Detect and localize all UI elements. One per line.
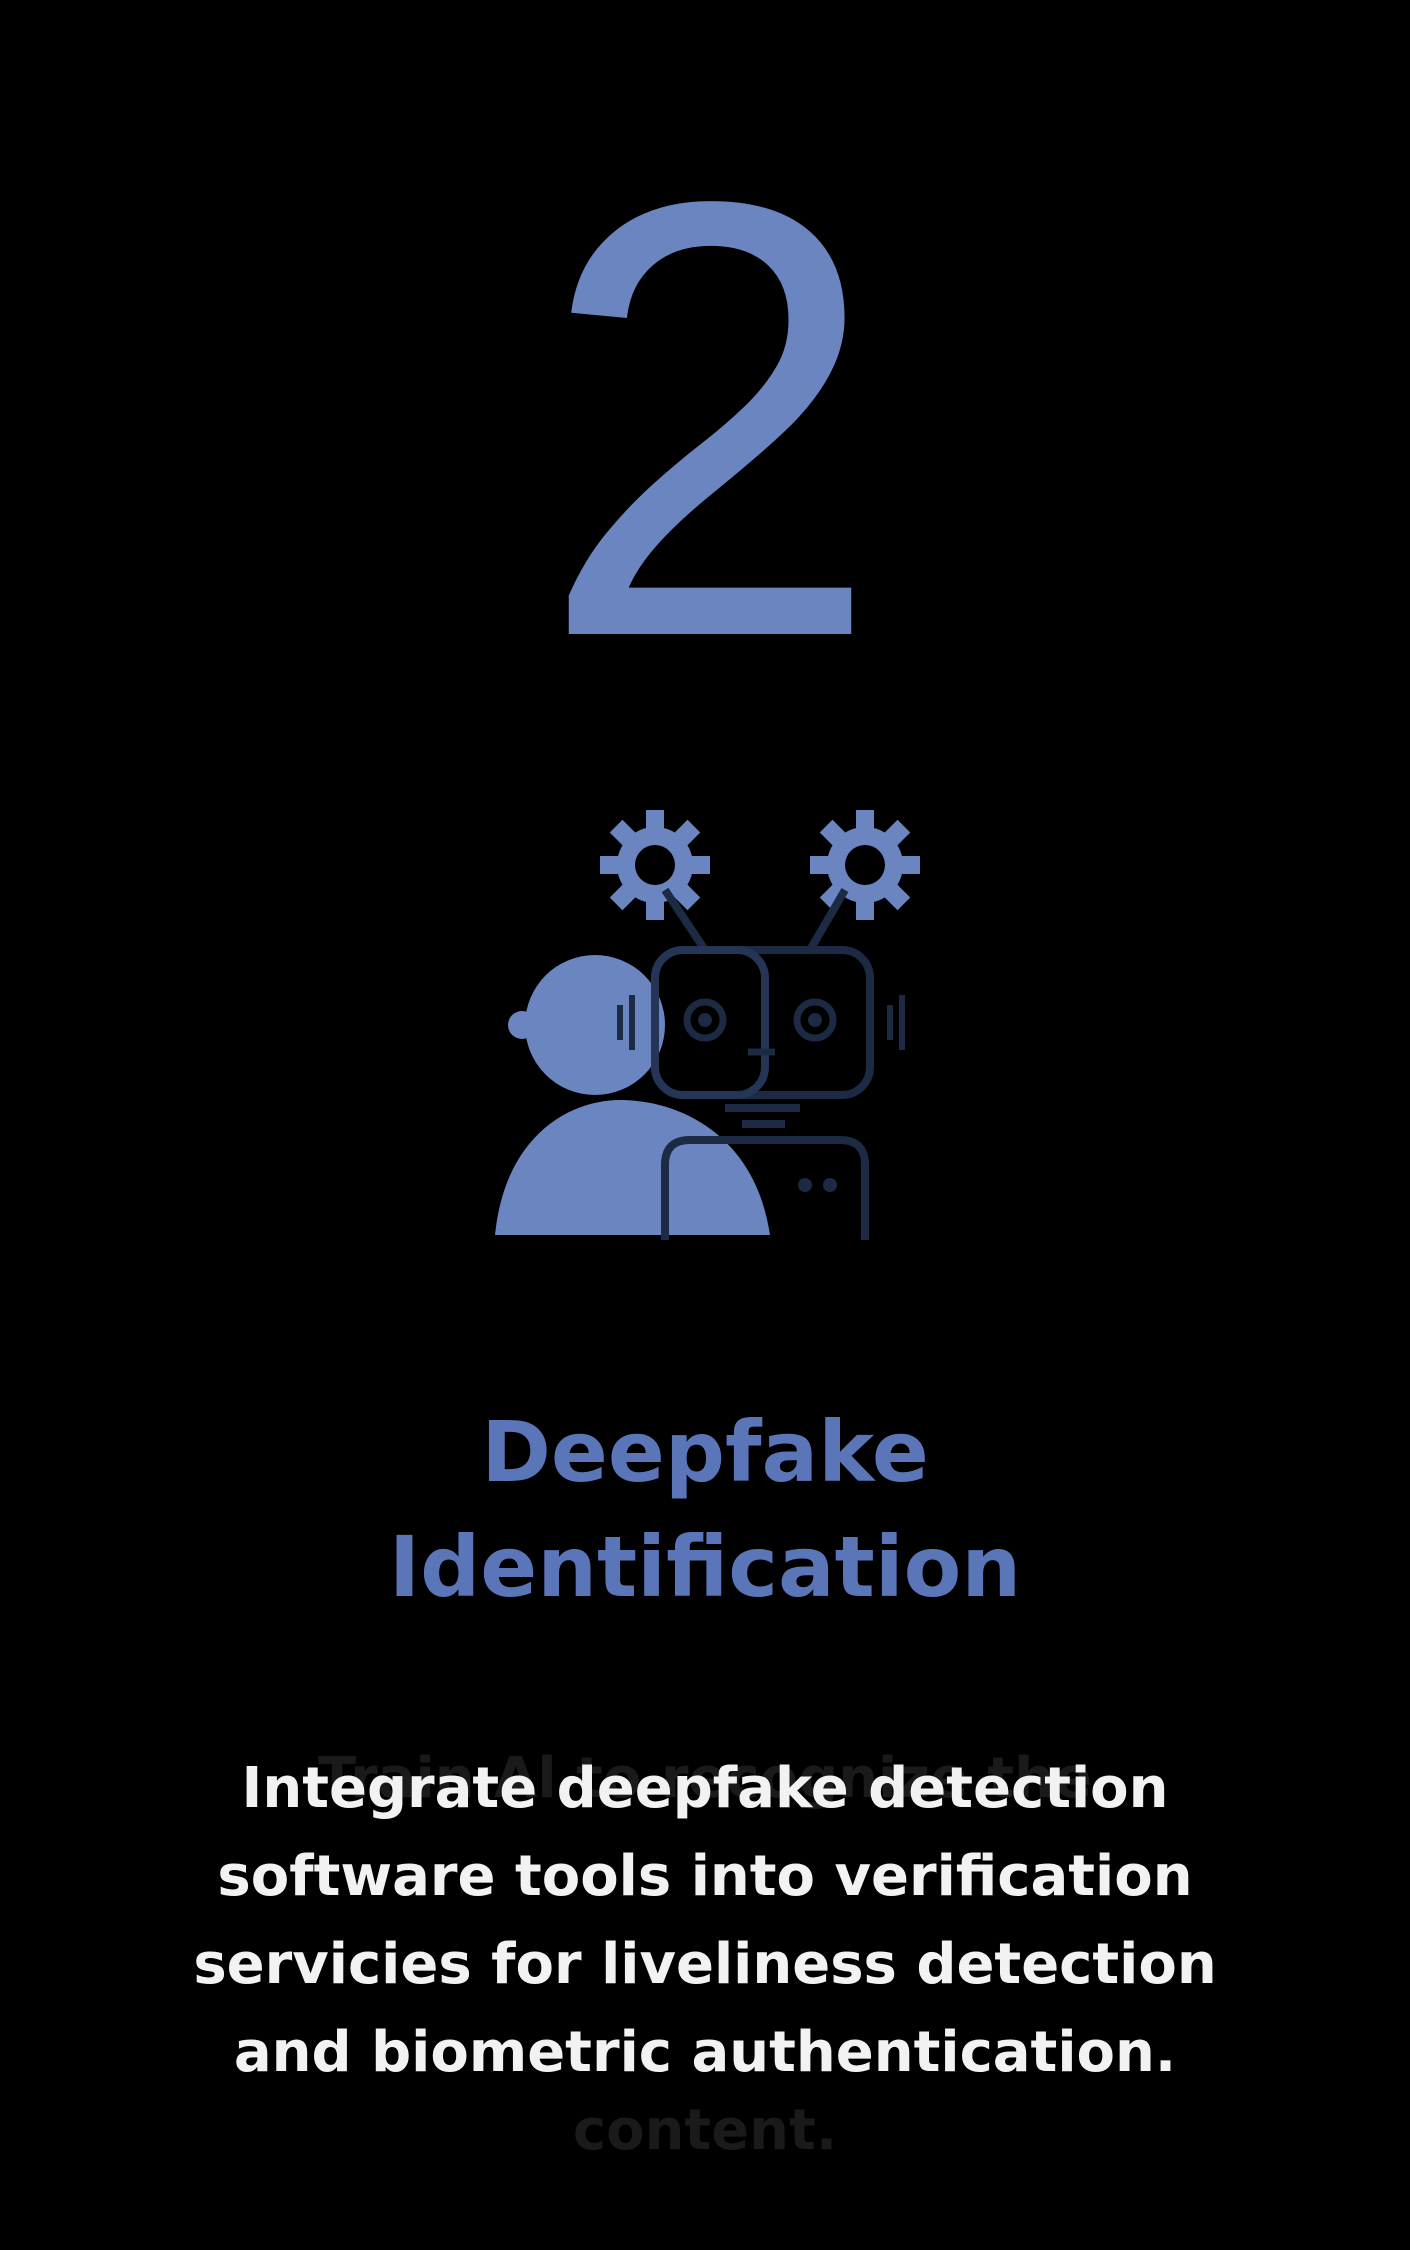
ghost-line: Train Al to recognize the	[318, 1746, 1092, 1811]
step-number: 2	[537, 74, 883, 766]
card-title: Deepfake Identification	[0, 1395, 1410, 1625]
gear-icon	[600, 810, 710, 920]
description-line: Integrate deepfake detection	[241, 1756, 1169, 1821]
description-line: software tools into verification	[217, 1844, 1193, 1909]
ghost-line: content.	[572, 2098, 838, 2163]
description-line: servicies for liveliness detection	[193, 1932, 1217, 1997]
gear-icon	[810, 810, 920, 920]
human-robot-svg	[495, 810, 920, 1240]
title-line: Identification	[388, 1518, 1022, 1616]
card-description: Integrate deepfake detection software to…	[150, 1745, 1260, 2097]
ghost-background-text: Train Al to recognize the content.	[0, 1735, 1410, 2175]
title-line: Deepfake	[481, 1403, 929, 1501]
human-robot-deepfake-icon	[480, 800, 940, 1260]
human-silhouette	[495, 955, 770, 1235]
description-line: and biometric authentication.	[233, 2020, 1177, 2085]
